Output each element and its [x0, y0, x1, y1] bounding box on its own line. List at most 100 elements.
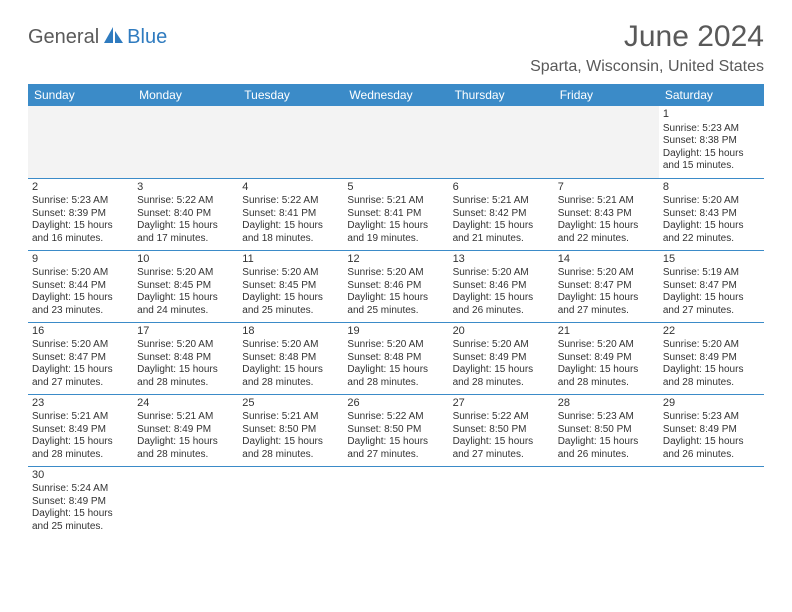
day-number: 22 [663, 325, 760, 339]
cell-sunrise: Sunrise: 5:20 AM [32, 339, 129, 352]
cell-sunset: Sunset: 8:41 PM [242, 208, 339, 221]
brand-logo: General Blue [28, 26, 167, 49]
cell-dl2: and 27 minutes. [558, 305, 655, 318]
calendar-cell: 15Sunrise: 5:19 AMSunset: 8:47 PMDayligh… [659, 250, 764, 322]
cell-dl1: Daylight: 15 hours [558, 292, 655, 305]
day-number: 17 [137, 325, 234, 339]
cell-dl2: and 28 minutes. [347, 377, 444, 390]
month-title: June 2024 [530, 20, 764, 54]
cell-dl1: Daylight: 15 hours [32, 508, 129, 521]
cell-dl1: Daylight: 15 hours [663, 436, 760, 449]
calendar-week-row: 1Sunrise: 5:23 AMSunset: 8:38 PMDaylight… [28, 106, 764, 178]
calendar-cell: 13Sunrise: 5:20 AMSunset: 8:46 PMDayligh… [449, 250, 554, 322]
cell-dl2: and 18 minutes. [242, 233, 339, 246]
calendar-cell: 16Sunrise: 5:20 AMSunset: 8:47 PMDayligh… [28, 322, 133, 394]
calendar-table: Sunday Monday Tuesday Wednesday Thursday… [28, 84, 764, 538]
calendar-cell: 17Sunrise: 5:20 AMSunset: 8:48 PMDayligh… [133, 322, 238, 394]
cell-dl2: and 16 minutes. [32, 233, 129, 246]
calendar-header-row: Sunday Monday Tuesday Wednesday Thursday… [28, 84, 764, 106]
cell-sunset: Sunset: 8:49 PM [32, 424, 129, 437]
cell-sunrise: Sunrise: 5:20 AM [137, 267, 234, 280]
cell-sunset: Sunset: 8:48 PM [137, 352, 234, 365]
cell-sunrise: Sunrise: 5:22 AM [137, 195, 234, 208]
calendar-cell [238, 106, 343, 178]
day-number: 20 [453, 325, 550, 339]
day-header: Wednesday [343, 84, 448, 106]
cell-dl2: and 27 minutes. [453, 449, 550, 462]
cell-sunrise: Sunrise: 5:20 AM [558, 339, 655, 352]
calendar-cell: 11Sunrise: 5:20 AMSunset: 8:45 PMDayligh… [238, 250, 343, 322]
calendar-cell: 1Sunrise: 5:23 AMSunset: 8:38 PMDaylight… [659, 106, 764, 178]
calendar-cell [449, 106, 554, 178]
calendar-cell: 9Sunrise: 5:20 AMSunset: 8:44 PMDaylight… [28, 250, 133, 322]
day-header: Tuesday [238, 84, 343, 106]
cell-sunset: Sunset: 8:46 PM [453, 280, 550, 293]
cell-dl1: Daylight: 15 hours [242, 292, 339, 305]
cell-dl2: and 25 minutes. [32, 521, 129, 534]
cell-dl2: and 28 minutes. [32, 449, 129, 462]
cell-sunset: Sunset: 8:49 PM [663, 352, 760, 365]
cell-sunrise: Sunrise: 5:23 AM [558, 411, 655, 424]
cell-dl2: and 17 minutes. [137, 233, 234, 246]
cell-dl1: Daylight: 15 hours [453, 220, 550, 233]
day-number: 3 [137, 181, 234, 195]
cell-dl1: Daylight: 15 hours [137, 220, 234, 233]
cell-dl1: Daylight: 15 hours [663, 220, 760, 233]
cell-sunrise: Sunrise: 5:22 AM [242, 195, 339, 208]
day-number: 30 [32, 469, 129, 483]
calendar-cell: 26Sunrise: 5:22 AMSunset: 8:50 PMDayligh… [343, 394, 448, 466]
cell-sunrise: Sunrise: 5:20 AM [242, 339, 339, 352]
cell-dl1: Daylight: 15 hours [137, 292, 234, 305]
cell-sunrise: Sunrise: 5:23 AM [663, 123, 760, 136]
day-number: 28 [558, 397, 655, 411]
cell-dl2: and 28 minutes. [137, 377, 234, 390]
day-number: 18 [242, 325, 339, 339]
cell-sunrise: Sunrise: 5:20 AM [558, 267, 655, 280]
cell-sunset: Sunset: 8:47 PM [558, 280, 655, 293]
cell-dl2: and 25 minutes. [347, 305, 444, 318]
brand-text-general: General [28, 26, 99, 49]
day-header: Saturday [659, 84, 764, 106]
day-number: 4 [242, 181, 339, 195]
brand-sail-icon [103, 26, 125, 49]
calendar-week-row: 2Sunrise: 5:23 AMSunset: 8:39 PMDaylight… [28, 178, 764, 250]
cell-dl1: Daylight: 15 hours [453, 436, 550, 449]
cell-sunset: Sunset: 8:47 PM [663, 280, 760, 293]
cell-sunrise: Sunrise: 5:20 AM [137, 339, 234, 352]
calendar-week-row: 9Sunrise: 5:20 AMSunset: 8:44 PMDaylight… [28, 250, 764, 322]
day-number: 5 [347, 181, 444, 195]
cell-dl2: and 25 minutes. [242, 305, 339, 318]
cell-sunrise: Sunrise: 5:21 AM [558, 195, 655, 208]
cell-sunset: Sunset: 8:44 PM [32, 280, 129, 293]
cell-sunrise: Sunrise: 5:20 AM [242, 267, 339, 280]
cell-dl2: and 28 minutes. [242, 449, 339, 462]
cell-sunrise: Sunrise: 5:21 AM [453, 195, 550, 208]
cell-sunrise: Sunrise: 5:20 AM [347, 267, 444, 280]
calendar-cell [659, 466, 764, 538]
cell-dl1: Daylight: 15 hours [453, 292, 550, 305]
cell-sunset: Sunset: 8:50 PM [347, 424, 444, 437]
day-header: Monday [133, 84, 238, 106]
calendar-cell: 29Sunrise: 5:23 AMSunset: 8:49 PMDayligh… [659, 394, 764, 466]
cell-sunset: Sunset: 8:47 PM [32, 352, 129, 365]
cell-sunrise: Sunrise: 5:20 AM [453, 339, 550, 352]
cell-sunrise: Sunrise: 5:23 AM [32, 195, 129, 208]
day-number: 29 [663, 397, 760, 411]
cell-sunrise: Sunrise: 5:20 AM [32, 267, 129, 280]
cell-dl1: Daylight: 15 hours [558, 364, 655, 377]
day-number: 25 [242, 397, 339, 411]
cell-sunset: Sunset: 8:49 PM [453, 352, 550, 365]
cell-sunrise: Sunrise: 5:22 AM [453, 411, 550, 424]
cell-sunset: Sunset: 8:49 PM [558, 352, 655, 365]
title-block: June 2024 Sparta, Wisconsin, United Stat… [530, 20, 764, 76]
cell-sunset: Sunset: 8:48 PM [242, 352, 339, 365]
cell-dl2: and 27 minutes. [32, 377, 129, 390]
calendar-cell: 6Sunrise: 5:21 AMSunset: 8:42 PMDaylight… [449, 178, 554, 250]
day-number: 1 [663, 108, 760, 122]
cell-dl1: Daylight: 15 hours [347, 220, 444, 233]
day-number: 27 [453, 397, 550, 411]
calendar-cell: 18Sunrise: 5:20 AMSunset: 8:48 PMDayligh… [238, 322, 343, 394]
cell-dl1: Daylight: 15 hours [137, 436, 234, 449]
calendar-week-row: 23Sunrise: 5:21 AMSunset: 8:49 PMDayligh… [28, 394, 764, 466]
cell-dl1: Daylight: 15 hours [558, 220, 655, 233]
